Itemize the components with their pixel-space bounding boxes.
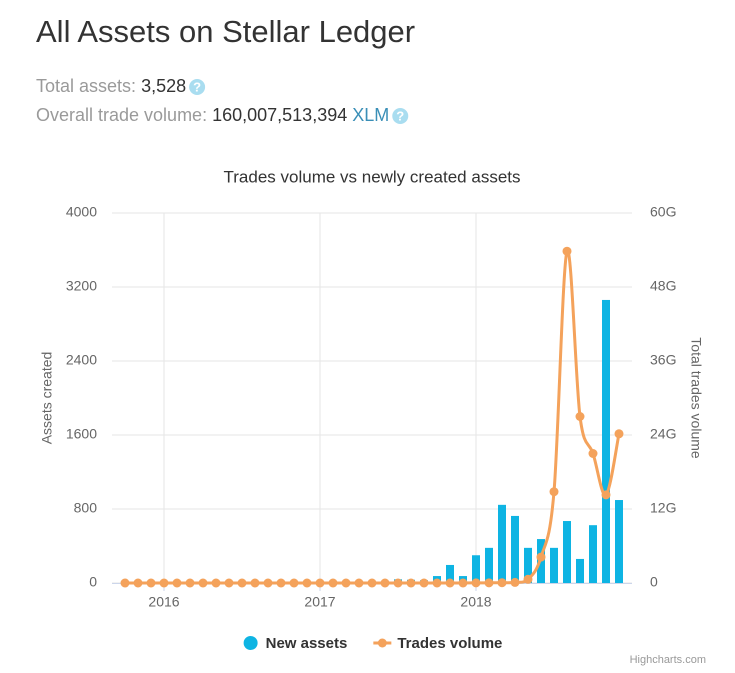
- x-tick-label: 2018: [460, 594, 491, 610]
- point: [588, 449, 598, 458]
- y2-tick-label: 36G: [650, 352, 676, 368]
- point: [120, 578, 130, 588]
- bar: [563, 521, 571, 583]
- bar: [498, 504, 506, 583]
- y2-tick-label: 60G: [650, 204, 676, 220]
- point: [562, 246, 572, 256]
- label: Overall trade volume:: [36, 105, 207, 125]
- point: [250, 578, 260, 588]
- value: 160,007,513,394: [212, 105, 347, 125]
- point: [497, 578, 507, 588]
- y2-tick-label: 0: [650, 574, 658, 590]
- point: [315, 578, 325, 588]
- legend-symbol: [377, 638, 387, 648]
- point: [536, 552, 546, 562]
- y2-tick-label: 24G: [650, 426, 676, 442]
- bar: [589, 525, 597, 583]
- bar: [524, 547, 532, 583]
- point: [549, 487, 559, 497]
- legend-item[interactable]: Trades volume: [373, 635, 502, 652]
- grid: [112, 212, 632, 584]
- point: [263, 578, 273, 588]
- point: [419, 578, 429, 588]
- line: [125, 249, 621, 585]
- point: [328, 578, 338, 588]
- point: [302, 578, 312, 588]
- help-icon: [392, 108, 409, 124]
- point: [237, 578, 247, 588]
- point: [614, 429, 624, 439]
- point: [198, 578, 208, 588]
- bar: [550, 547, 558, 583]
- y2-tick-label: 48G: [650, 278, 676, 294]
- point: [575, 412, 585, 421]
- y-tick-label: 4000: [66, 204, 97, 220]
- point: [172, 578, 182, 588]
- point: [523, 574, 533, 584]
- total-assets: Total assets: 3,528: [36, 76, 186, 96]
- unit: XLM: [352, 105, 389, 125]
- point: [354, 578, 364, 588]
- legend: New assets Trades volume: [243, 635, 502, 652]
- chart-title: Trades volume vs newly created assets: [224, 167, 521, 186]
- legend-item[interactable]: New assets: [243, 635, 348, 652]
- point: [458, 578, 468, 588]
- y-tick-label: 1600: [66, 426, 97, 442]
- bar: [472, 555, 480, 583]
- bar: [446, 564, 454, 583]
- point: [224, 578, 234, 588]
- x-tick-label: 2017: [304, 594, 335, 610]
- x-tick-label: 2016: [148, 594, 179, 610]
- label: Total assets:: [36, 76, 136, 96]
- page-title: All Assets on Stellar Ledger: [36, 14, 415, 49]
- bar: [576, 558, 584, 583]
- y-tick-label: 3200: [66, 278, 97, 294]
- point: [276, 578, 286, 588]
- credit[interactable]: Highcharts.com: [630, 654, 706, 666]
- point: [471, 578, 481, 588]
- y2-axis-title: Total trades volume: [688, 337, 704, 459]
- point: [133, 578, 143, 588]
- help-icon: [189, 79, 206, 95]
- legend-label: Trades volume: [397, 635, 502, 652]
- point: [289, 578, 299, 588]
- y-tick-label: 800: [74, 500, 98, 516]
- point: [146, 578, 156, 588]
- bar: [602, 299, 610, 583]
- point: [341, 578, 351, 588]
- point: [211, 578, 221, 588]
- legend-label: New assets: [266, 635, 348, 652]
- legend-symbol: [243, 636, 258, 650]
- point: [406, 578, 416, 588]
- point: [510, 577, 520, 587]
- point: [367, 578, 377, 588]
- point: [601, 490, 611, 500]
- bar: [511, 515, 519, 583]
- bar: [485, 547, 493, 583]
- point: [432, 578, 442, 588]
- point: [380, 578, 390, 588]
- y2-tick-label: 12G: [650, 500, 676, 516]
- trade-volume: Overall trade volume: 160,007,513,394 XL…: [36, 105, 389, 125]
- value: 3,528: [141, 76, 186, 96]
- help-icon-glyph: ?: [396, 108, 404, 123]
- point: [445, 578, 455, 588]
- point: [159, 578, 169, 588]
- bar: [615, 500, 623, 583]
- point: [185, 578, 195, 588]
- y-tick-label: 2400: [66, 352, 97, 368]
- y-axis-title: Assets created: [39, 352, 55, 445]
- y-tick-label: 0: [89, 574, 97, 590]
- help-icon-glyph: ?: [193, 79, 201, 94]
- point: [393, 578, 403, 588]
- point: [484, 578, 494, 588]
